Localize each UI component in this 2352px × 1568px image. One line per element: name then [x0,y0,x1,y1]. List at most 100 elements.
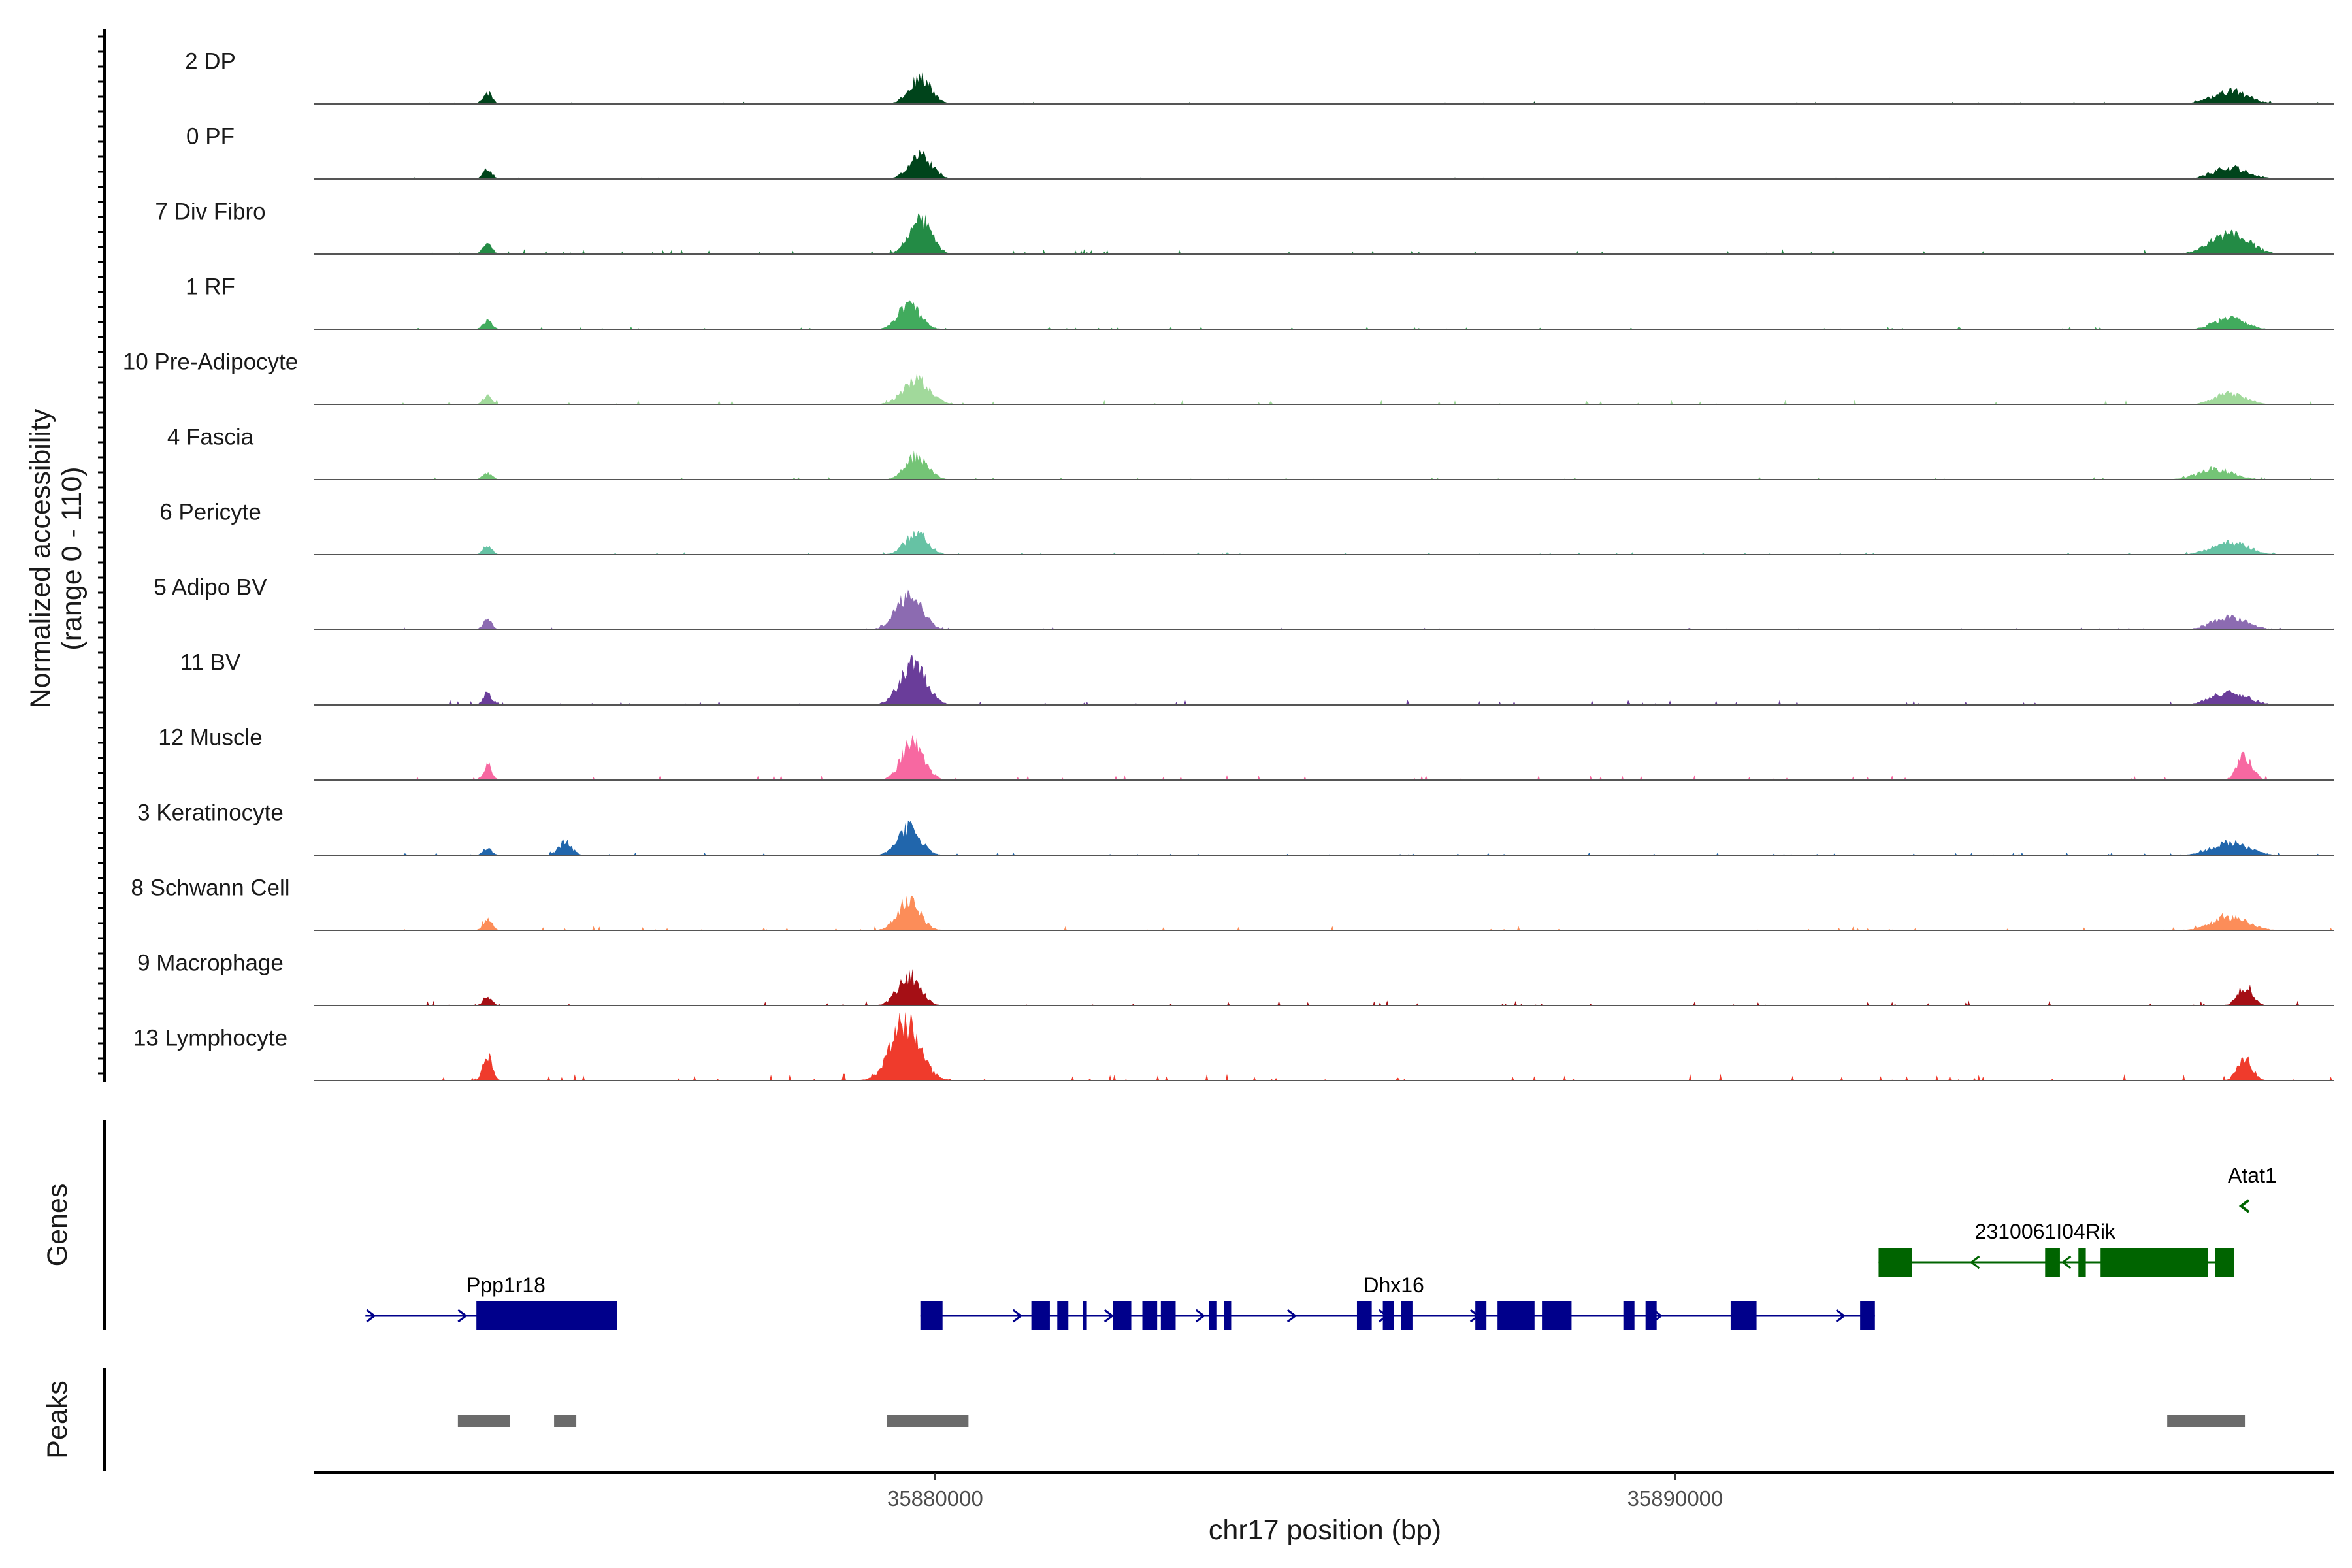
coverage-area [314,450,2334,480]
peaks-panel-title: Peaks [42,1380,73,1459]
x-axis-ticks: 35880000 35890000 [887,1473,1723,1511]
track-label: 8 Schwann Cell [131,875,289,901]
gene-exon [1209,1301,1217,1330]
gene-exon [1160,1301,1176,1330]
coverage-area [314,820,2334,855]
peak-region [887,1415,969,1427]
gene-exon [476,1301,617,1330]
peak-regions-track [457,1415,2246,1427]
gene-exon [1645,1301,1657,1330]
gene-exon [1860,1301,1875,1330]
gene-model: 2310061I04Rik [1878,1220,2234,1277]
gene-exon [2215,1248,2234,1277]
track-label: 6 Pericyte [159,500,261,525]
gene-exon [1623,1301,1635,1330]
x-axis-title: chr17 position (bp) [1209,1514,1441,1546]
gene-exon [1356,1301,1372,1330]
track-label: 9 Macrophage [137,951,284,976]
strand-arrow [366,1309,376,1323]
coverage-y-axis [98,29,106,1082]
strand-arrow [1012,1309,1023,1323]
coverage-area [314,1011,2334,1081]
track-label: 0 PF [186,124,235,150]
coverage-area [314,655,2334,705]
gene-label: Ppp1r18 [466,1273,546,1297]
coverage-area [314,968,2334,1005]
coverage-track: 5 Adipo BV [154,575,2334,630]
gene-exon [2045,1248,2060,1277]
coverage-area [314,213,2334,254]
peak-region [2167,1415,2246,1427]
track-label: 12 Muscle [158,725,263,751]
coverage-area [314,734,2334,780]
track-label: 5 Adipo BV [154,575,267,600]
coverage-track: 3 Keratinocyte [137,800,2334,856]
coverage-track: 12 Muscle [158,725,2334,781]
strand-arrow [2238,1199,2250,1213]
peak-region [457,1415,510,1427]
gene-exon [1031,1301,1050,1330]
strand-arrow [2061,1255,2072,1269]
coverage-track: 10 Pre-Adipocyte [123,350,2334,405]
genes-panel-title: Genes [42,1184,73,1267]
gene-exon [2078,1248,2086,1277]
coverage-area [314,589,2334,630]
coverage-area [314,300,2334,329]
x-tick-label: 35880000 [887,1486,983,1511]
strand-arrow [1969,1255,1980,1269]
coverage-track: 2 DP [185,49,2334,105]
gene-exon [920,1301,943,1330]
track-label: 4 Fascia [167,425,254,450]
gene-annotation-track: Ppp1r18 Dhx16 2310061I04Rik Atat1 [365,1164,2277,1330]
x-tick-label: 35890000 [1627,1486,1723,1511]
coverage-track: 6 Pericyte [159,500,2334,555]
gene-exon [2100,1248,2208,1277]
coverage-y-axis-title: Normalized accessibility [25,408,56,708]
gene-label: Dhx16 [1364,1273,1424,1297]
coverage-area [314,895,2334,930]
track-label: 11 BV [180,650,241,676]
coverage-area [314,149,2334,179]
gene-exon [1057,1301,1069,1330]
gene-exon [1475,1301,1487,1330]
coverage-track: 11 BV [180,650,2334,706]
strand-arrow [457,1309,468,1323]
track-label: 2 DP [185,49,236,74]
coverage-area [314,72,2334,104]
gene-model: Ppp1r18 [365,1273,617,1330]
coverage-track: 4 Fascia [167,425,2334,480]
strand-arrow [1286,1309,1298,1323]
track-label: 13 Lymphocyte [133,1026,287,1051]
gene-exon [1730,1301,1757,1330]
track-label: 3 Keratinocyte [137,800,284,826]
peak-region [554,1415,577,1427]
gene-exon [1083,1301,1087,1330]
coverage-area [314,373,2334,404]
gene-exon [1878,1248,1912,1277]
coverage-track: 7 Div Fibro [155,199,2334,255]
coverage-tracks: 2 DP 0 PF 7 Div Fibro 1 RF 10 Pre-Adipocyte 4… [123,49,2334,1081]
coverage-track: 9 Macrophage [137,951,2334,1006]
strand-arrow [1103,1309,1115,1323]
strand-arrow [1195,1309,1206,1323]
gene-model: Dhx16 [920,1273,1875,1330]
coverage-track: 0 PF [186,124,2334,180]
gene-exon [1497,1301,1535,1330]
track-label: 7 Div Fibro [155,199,265,225]
coverage-track: 13 Lymphocyte [133,1011,2334,1081]
coverage-track: 1 RF [186,274,2334,330]
gene-model: Atat1 [2228,1164,2277,1213]
gene-exon [1224,1301,1232,1330]
coverage-area [314,530,2334,555]
gene-exon [1382,1301,1394,1330]
track-label: 1 RF [186,274,235,300]
gene-exon [1113,1301,1132,1330]
gene-label: 2310061I04Rik [1975,1220,2116,1243]
track-label: 10 Pre-Adipocyte [123,350,298,375]
strand-arrow [1835,1309,1846,1323]
gene-exon [1401,1301,1413,1330]
gene-exon [1142,1301,1158,1330]
coverage-track: 8 Schwann Cell [131,875,2334,931]
gene-label: Atat1 [2228,1164,2277,1187]
